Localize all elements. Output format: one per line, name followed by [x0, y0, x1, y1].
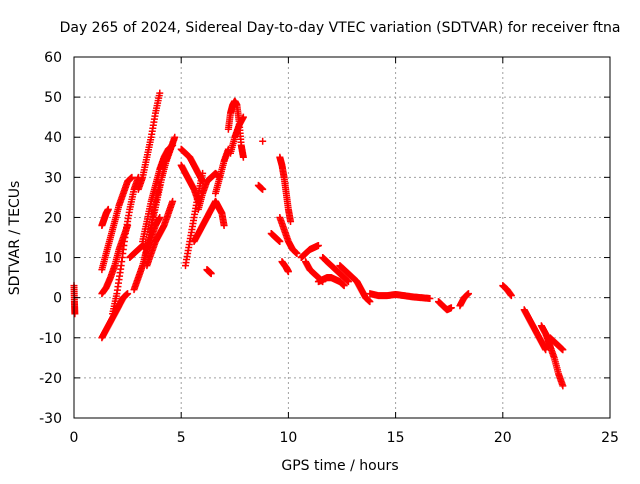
y-tick-label: 0 [53, 291, 62, 307]
data-point [104, 205, 112, 213]
data-point [71, 310, 79, 318]
data-point [293, 250, 301, 258]
y-tick-label: -30 [39, 411, 62, 427]
y-tick-label: 20 [44, 210, 62, 226]
series-arc-38 [520, 306, 550, 354]
series-arc-18 [203, 266, 215, 278]
data-point [344, 278, 352, 286]
series-arc-6 [98, 290, 132, 342]
series-arc-3 [98, 173, 136, 274]
y-tick-label: 50 [44, 90, 62, 106]
series-arc-2 [98, 205, 112, 229]
data-layer [70, 89, 567, 390]
data-point [124, 290, 132, 298]
y-tick-label: 30 [44, 170, 62, 186]
data-point [239, 153, 247, 161]
data-point [220, 221, 228, 229]
series-arc-34 [366, 290, 434, 302]
x-tick-label: 25 [601, 430, 619, 446]
series-arc-16 [190, 197, 220, 246]
data-point [366, 298, 374, 306]
series-arc-26 [276, 213, 301, 258]
series-arc-36 [456, 290, 472, 310]
data-point [426, 294, 434, 302]
data-point [284, 268, 292, 276]
y-tick-label: 60 [44, 50, 62, 66]
data-point [169, 197, 177, 205]
series-arc-31 [314, 274, 348, 290]
data-point [447, 304, 455, 312]
series-arc-39 [537, 322, 567, 390]
x-tick-label: 15 [387, 430, 405, 446]
y-tick-label: -10 [39, 331, 62, 347]
tick-layer: 0 5 10 15 20 25 -30 -20 -10 0 10 20 30 40 50 60 [39, 50, 619, 446]
x-tick-label: 20 [494, 430, 512, 446]
data-point [259, 185, 267, 193]
y-tick-label: 40 [44, 130, 62, 146]
series-arc-9 [134, 89, 164, 193]
data-point [199, 169, 207, 177]
series-arc-11 [141, 133, 179, 262]
data-point [128, 173, 136, 181]
series-arc-12 [143, 197, 177, 270]
data-point [542, 346, 550, 354]
series-arc-24 [259, 137, 267, 145]
series-arc-32 [319, 254, 352, 286]
x-tick-label: 10 [279, 430, 297, 446]
data-point [559, 346, 567, 354]
data-point [239, 113, 247, 121]
data-point [314, 242, 322, 250]
data-point [156, 213, 164, 221]
series-arc-40 [546, 334, 567, 354]
series-arc-4 [98, 221, 132, 298]
plot-frame [73, 56, 611, 419]
series-arc-23 [254, 181, 267, 193]
grid-layer [74, 57, 610, 418]
y-tick-label: -20 [39, 371, 62, 387]
data-point [259, 137, 267, 145]
data-point [559, 382, 567, 390]
series-arc-37 [499, 282, 515, 300]
series-arc-25 [267, 229, 284, 246]
y-tick-label: 10 [44, 251, 62, 267]
data-point [340, 282, 348, 290]
data-point [171, 133, 179, 141]
data-point [464, 290, 472, 298]
series-arc-27 [276, 153, 295, 225]
data-point [287, 217, 295, 225]
chart-title: Day 265 of 2024, Sidereal Day-to-day VTE… [60, 20, 621, 36]
x-tick-label: 0 [70, 430, 79, 446]
series-arc-33 [336, 262, 374, 306]
series-arc-28 [278, 258, 292, 276]
series-arc-20 [212, 197, 228, 229]
series-arc-22 [227, 113, 247, 157]
data-point [207, 270, 215, 278]
series-arc-29 [297, 242, 322, 262]
data-point [507, 292, 515, 300]
x-axis-label: GPS time / hours [281, 458, 398, 474]
data-point [276, 238, 284, 246]
x-tick-label: 5 [177, 430, 186, 446]
series-arc-35 [434, 298, 455, 314]
y-axis-label: SDTVAR / TECUs [7, 181, 23, 296]
data-point [156, 89, 164, 97]
